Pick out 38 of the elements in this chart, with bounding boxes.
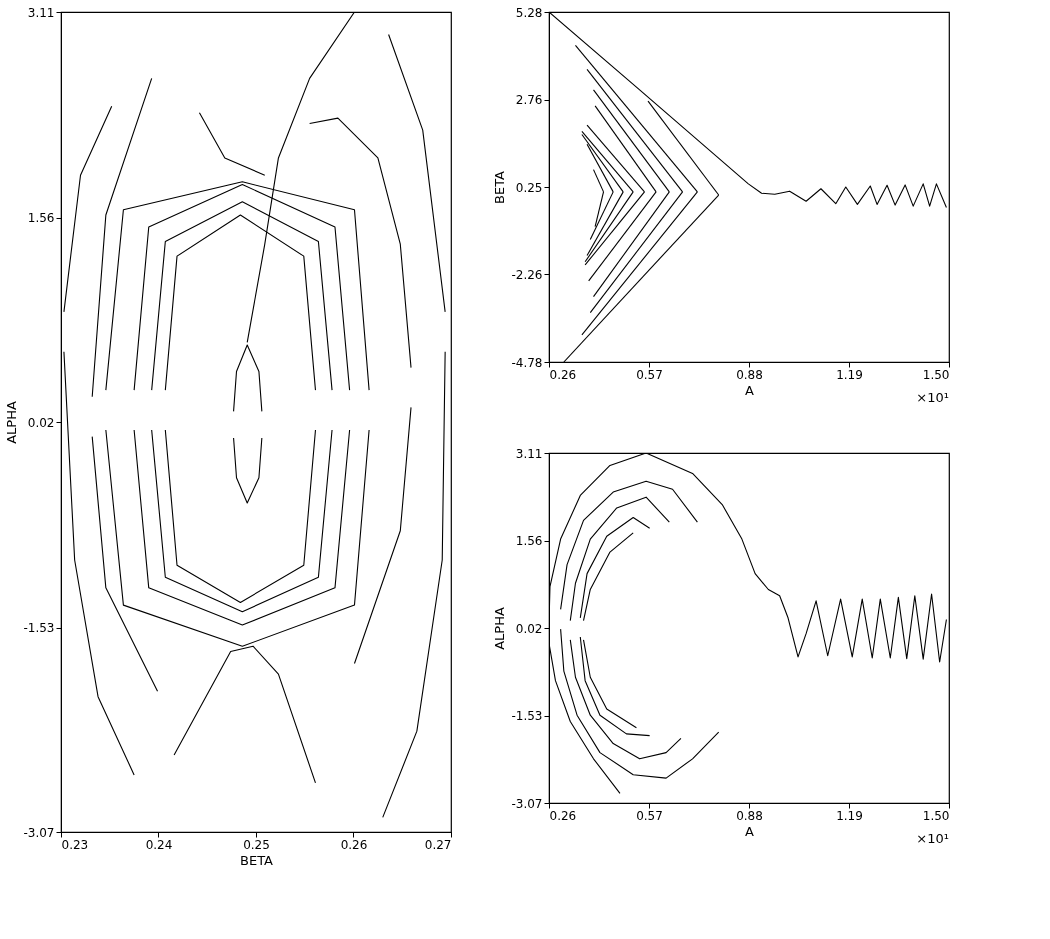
x-tick-label: 0.25 xyxy=(243,837,270,852)
x-tick-label: 0.26 xyxy=(340,837,368,852)
y-axis-title: ALPHA xyxy=(4,401,20,444)
x-tick-label: 0.26 xyxy=(549,367,577,382)
y-tick-label: -1.53 xyxy=(511,709,543,724)
x-tick-label: 1.50 xyxy=(922,808,950,823)
y-axis-title: ALPHA xyxy=(492,607,508,650)
y-tick-label: 2.76 xyxy=(515,93,543,108)
y-tick-label: 1.56 xyxy=(27,211,55,226)
x-tick-label: 0.57 xyxy=(636,367,663,382)
y-axis-title: BETA xyxy=(492,170,508,204)
x-tick-label: 0.24 xyxy=(145,837,173,852)
y-tick-label: -3.07 xyxy=(23,825,55,840)
y-tick-label: -1.53 xyxy=(23,621,55,636)
x-tick-label: 0.88 xyxy=(736,808,763,823)
y-tick-label: 0.25 xyxy=(515,180,543,195)
x-tick-label: 0.23 xyxy=(61,837,89,852)
x-tick-label: 0.27 xyxy=(424,837,452,852)
y-tick-label: -3.07 xyxy=(511,796,543,811)
y-tick-label: 0.02 xyxy=(27,415,55,430)
x-axis-title: A xyxy=(745,823,755,839)
text: ×10¹ xyxy=(916,390,949,405)
x-tick-label: 0.57 xyxy=(636,808,663,823)
y-tick-label: 3.11 xyxy=(515,446,543,461)
y-tick-label: 5.28 xyxy=(515,5,543,20)
x-axis-title: A xyxy=(745,382,755,398)
y-tick-label: 3.11 xyxy=(27,5,55,20)
y-tick-label: 0.02 xyxy=(515,621,543,636)
x-tick-label: 1.19 xyxy=(836,367,863,382)
x-tick-label: 0.26 xyxy=(549,808,577,823)
text: ×10¹ xyxy=(916,831,949,846)
x-tick-label: 1.50 xyxy=(922,367,950,382)
y-tick-label: -2.26 xyxy=(511,267,543,282)
x-tick-label: 1.19 xyxy=(836,808,863,823)
x-axis-title: BETA xyxy=(240,852,274,868)
y-tick-label: -4.78 xyxy=(511,355,543,370)
y-tick-label: 1.56 xyxy=(515,534,543,549)
x-tick-label: 0.88 xyxy=(736,367,763,382)
